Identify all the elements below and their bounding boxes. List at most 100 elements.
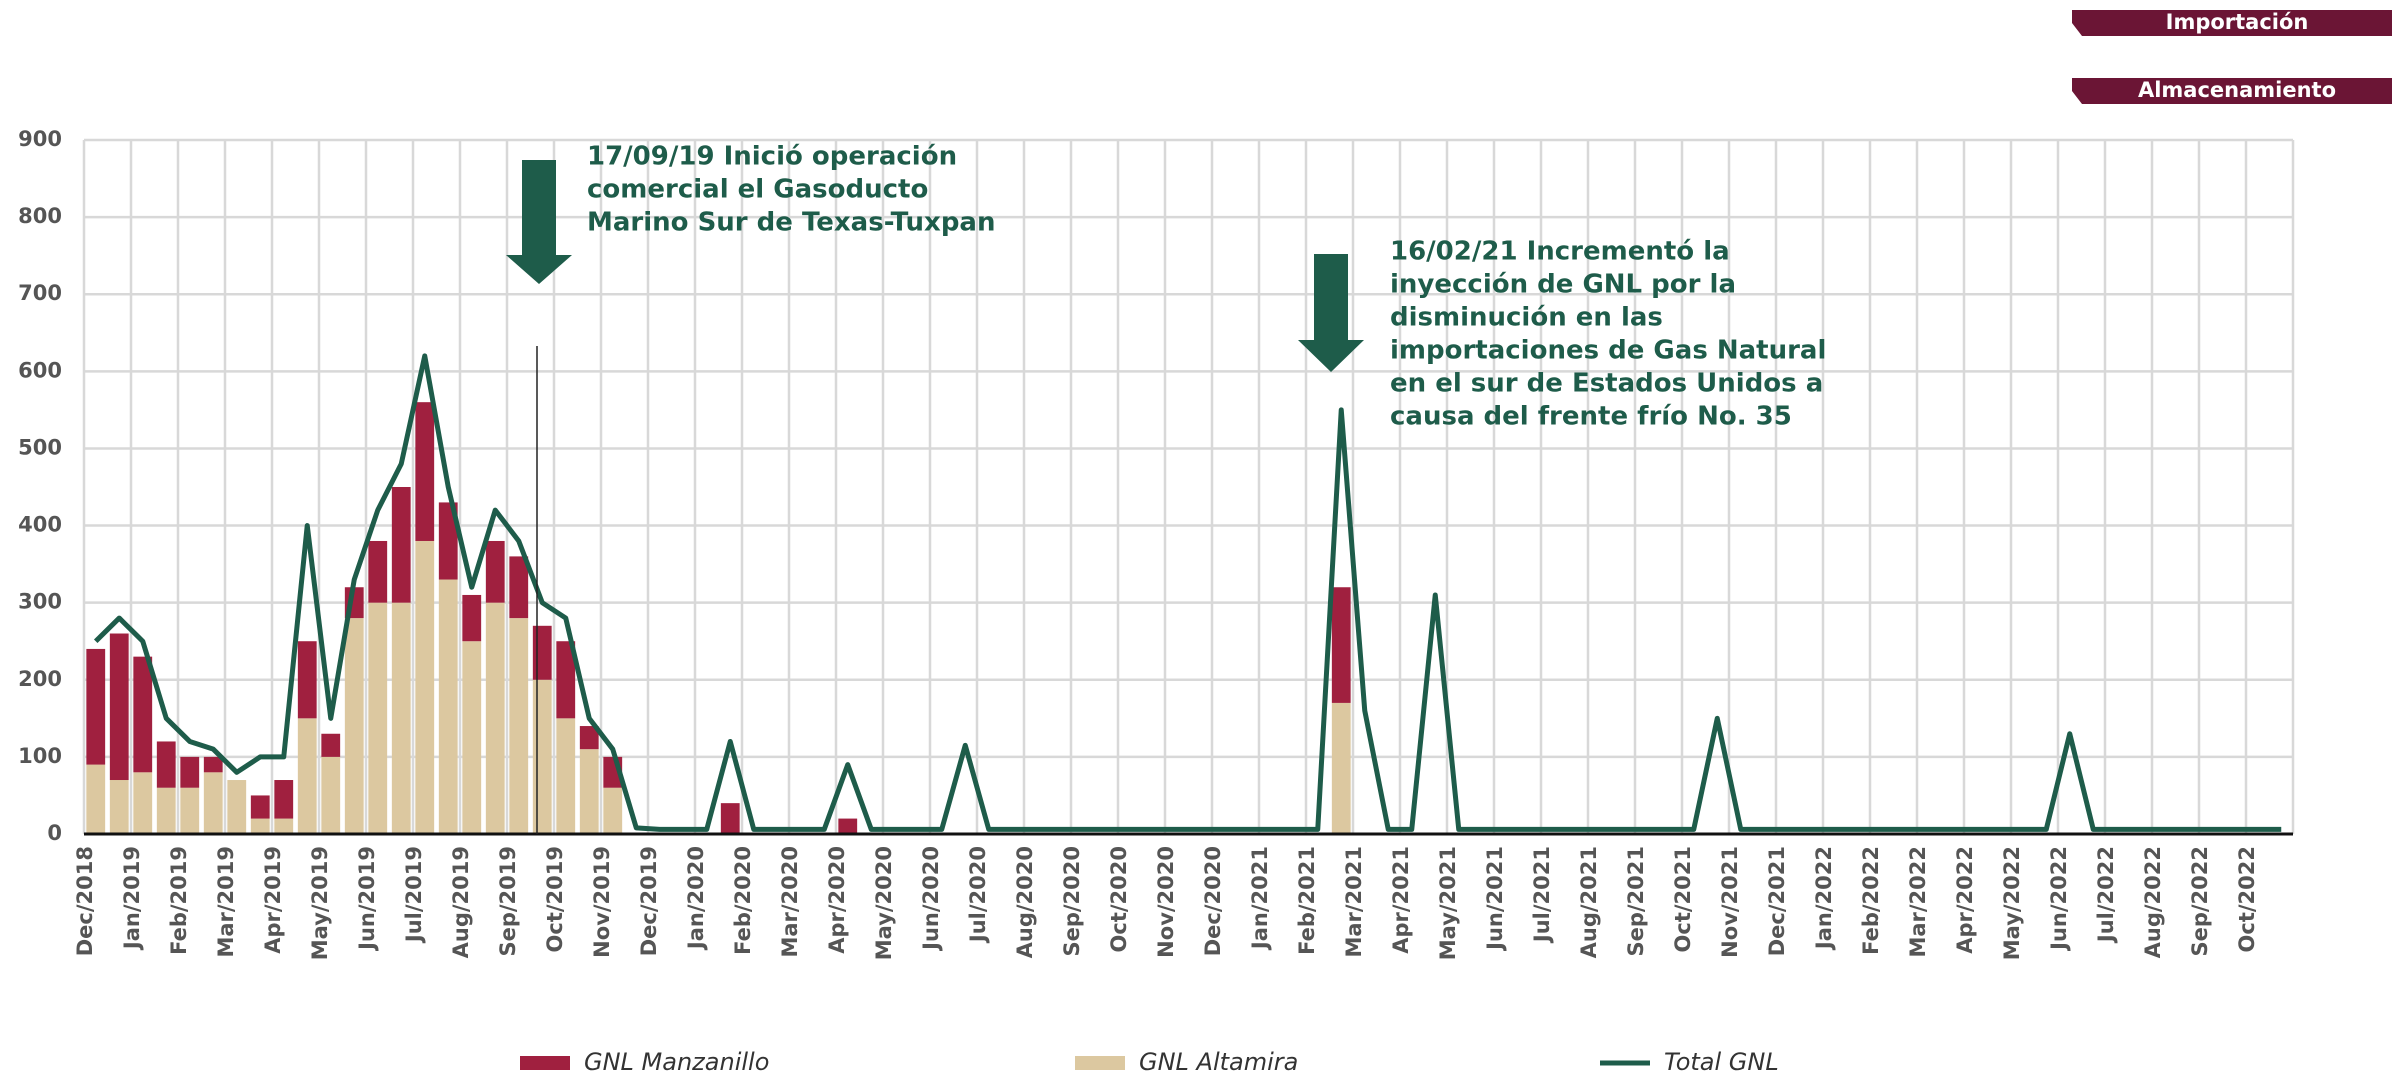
bar [391, 487, 411, 603]
bar [438, 502, 458, 580]
bar [532, 625, 552, 680]
bar [579, 749, 599, 834]
x-tick-label: Jun/2020 [919, 846, 943, 952]
x-tick-label: Oct/2020 [1107, 846, 1131, 952]
x-tick-label: Mar/2020 [778, 846, 802, 958]
x-tick-label: Sep/2019 [496, 846, 520, 957]
bar [344, 618, 364, 834]
x-tick-label: Dec/2018 [73, 846, 97, 956]
bar [556, 718, 576, 834]
bar [227, 780, 247, 834]
button-bg[interactable] [2072, 10, 2392, 36]
x-tick-label: May/2021 [1436, 846, 1460, 960]
x-tick-label: Apr/2019 [261, 846, 285, 954]
bar [485, 540, 505, 603]
x-tick-label: Aug/2020 [1013, 846, 1037, 958]
button[interactable]: Almacenamiento [2138, 78, 2336, 102]
bar [415, 540, 435, 834]
bar [86, 648, 106, 765]
bar [485, 602, 505, 834]
bar [86, 764, 106, 834]
legend-swatch [520, 1056, 570, 1070]
y-tick-label: 200 [18, 667, 62, 691]
bar [156, 741, 176, 788]
x-tick-label: Dec/2021 [1765, 846, 1789, 956]
x-tick-label: Oct/2022 [2235, 846, 2259, 952]
bar [321, 733, 341, 757]
x-tick-label: Mar/2019 [214, 846, 238, 958]
bar [274, 780, 294, 819]
annotation: disminución en las [1390, 303, 1663, 333]
x-tick-label: Dec/2019 [637, 846, 661, 956]
bar [203, 756, 223, 773]
bar [368, 602, 388, 834]
legend-swatch [1075, 1056, 1125, 1070]
x-tick-label: Aug/2019 [449, 846, 473, 958]
x-tick-label: Mar/2022 [1906, 846, 1930, 958]
x-tick-label: Sep/2020 [1060, 846, 1084, 957]
bar [250, 795, 270, 819]
annotation: 17/09/19 Inició operación [587, 142, 957, 172]
x-tick-label: May/2019 [308, 846, 332, 960]
bar [250, 818, 270, 834]
bar [509, 618, 529, 834]
y-tick-label: 900 [18, 127, 62, 151]
y-tick-label: 400 [18, 513, 62, 537]
x-tick-label: Sep/2022 [2188, 846, 2212, 957]
plot [82, 138, 2295, 836]
bar [368, 540, 388, 603]
x-tick-label: May/2020 [872, 846, 896, 960]
bar [603, 787, 623, 834]
x-tick-label: Mar/2021 [1342, 846, 1366, 958]
x-tick-label: May/2022 [2000, 846, 2024, 960]
bar [415, 402, 435, 541]
bar [297, 641, 317, 719]
x-tick-label: Aug/2021 [1577, 846, 1601, 958]
arrow [1298, 254, 1364, 372]
x-tick-label: Jan/2020 [684, 846, 708, 951]
x-tick-label: Apr/2022 [1953, 846, 1977, 954]
bar [838, 818, 858, 834]
arrow [506, 160, 572, 284]
bar [462, 641, 482, 834]
x-tick-label: Jul/2020 [966, 846, 990, 944]
y-tick-label: 800 [18, 204, 62, 228]
bar [509, 556, 529, 619]
x-tick-label: Jan/2022 [1812, 846, 1836, 951]
x-tick-label: Jun/2022 [2047, 846, 2071, 952]
x-tick-label: Nov/2021 [1718, 846, 1742, 958]
annotation: importaciones de Gas Natural [1390, 336, 1826, 366]
button[interactable]: Importación [2166, 10, 2309, 34]
bar [133, 656, 153, 773]
y-tick-label: 500 [18, 435, 62, 459]
x-tick-label: Jan/2021 [1248, 846, 1272, 951]
annotation: en el sur de Estados Unidos a [1390, 369, 1823, 399]
button-bg[interactable] [2072, 78, 2392, 104]
bar [109, 633, 129, 781]
annotation: inyección de GNL por la [1390, 270, 1736, 300]
x-tick-label: Apr/2020 [825, 846, 849, 954]
bar [156, 787, 176, 834]
x-tick-label: Feb/2019 [167, 846, 191, 955]
y-tick-label: 600 [18, 358, 62, 382]
x-tick-label: Apr/2021 [1389, 846, 1413, 954]
bar [180, 787, 200, 834]
x-tick-label: Jul/2022 [2094, 846, 2118, 944]
legend-label: Total GNL [1664, 1048, 1779, 1076]
x-tick-label: Nov/2019 [590, 846, 614, 958]
x-tick-label: Oct/2019 [543, 846, 567, 952]
bar [133, 772, 153, 834]
x-tick-label: Dec/2020 [1201, 846, 1225, 956]
annotation: Marino Sur de Texas-Tuxpan [587, 208, 995, 238]
x-tick-label: Feb/2022 [1859, 846, 1883, 955]
y-tick-label: 100 [18, 744, 62, 768]
bar [321, 756, 341, 834]
bar [579, 726, 599, 750]
y-tick-label: 0 [47, 821, 62, 845]
x-tick-label: Oct/2021 [1671, 846, 1695, 952]
legend-label: GNL Altamira [1139, 1048, 1298, 1076]
bar [203, 772, 223, 834]
x-tick-label: Jul/2019 [402, 846, 426, 944]
